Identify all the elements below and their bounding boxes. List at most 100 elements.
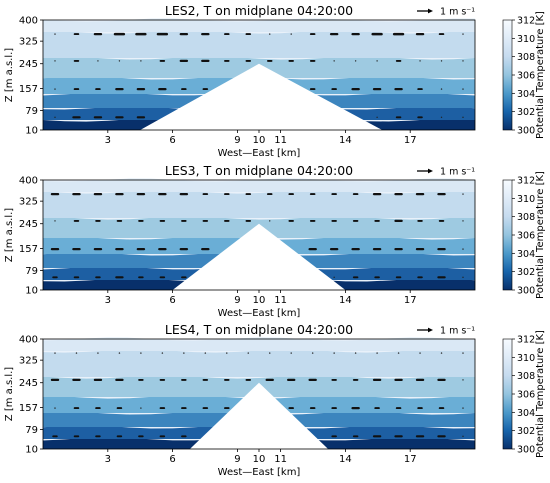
wind-arrow xyxy=(140,352,142,354)
contour-band xyxy=(43,18,475,32)
contour-band xyxy=(43,30,475,58)
wind-arrow xyxy=(419,352,421,354)
colorbar xyxy=(502,338,513,450)
wind-arrow xyxy=(440,352,443,354)
colorbar-tick-label: 310 xyxy=(517,353,535,364)
y-axis-label: Z [m a.s.l.] xyxy=(4,367,15,422)
colorbar-tick-label: 306 xyxy=(517,71,535,82)
x-tick-label: 9 xyxy=(234,135,240,146)
colorbar-tick-label: 306 xyxy=(517,231,535,242)
y-tick-label: 245 xyxy=(19,219,38,230)
contour-band xyxy=(43,349,475,377)
wind-arrow xyxy=(462,193,464,195)
x-tick-label: 10 xyxy=(253,135,266,146)
x-axis-label: West—East [km] xyxy=(218,148,301,159)
terrain xyxy=(172,223,346,290)
contour-band xyxy=(43,190,475,218)
x-tick-label: 14 xyxy=(339,135,352,146)
colorbar-tick-label: 310 xyxy=(517,194,535,205)
wind-arrow xyxy=(97,352,99,354)
colorbar xyxy=(502,179,513,291)
colorbar-tick-label: 308 xyxy=(517,371,535,382)
x-tick-label: 9 xyxy=(234,454,240,465)
panel-3: LES4, T on midplane 04:20:00 1 m s⁻¹ 10 79 1… xyxy=(4,322,546,478)
wind-arrow xyxy=(75,352,78,354)
colorbar-tick-label: 300 xyxy=(517,286,535,297)
y-tick-label: 157 xyxy=(19,244,38,255)
terrain xyxy=(140,63,383,130)
colorbar-tick-label: 312 xyxy=(517,335,535,346)
contour-band xyxy=(43,178,475,192)
wind-arrow xyxy=(462,435,464,438)
chart-title: LES3, T on midplane 04:20:00 xyxy=(165,163,353,178)
colorbar-tick-label: 308 xyxy=(517,212,535,223)
wind-arrow xyxy=(462,379,464,381)
y-tick-label: 325 xyxy=(19,37,38,48)
x-tick-label: 9 xyxy=(234,295,240,306)
quiver-key-label: 1 m s⁻¹ xyxy=(440,167,475,178)
wind-arrow xyxy=(269,220,271,222)
wind-arrow xyxy=(376,116,378,119)
y-tick-label: 245 xyxy=(19,378,38,389)
y-tick-label: 325 xyxy=(19,197,38,208)
x-tick-label: 14 xyxy=(339,454,352,465)
wind-arrow xyxy=(462,352,464,354)
colorbar-tick-label: 306 xyxy=(517,390,535,401)
wind-arrow xyxy=(462,248,464,250)
wind-arrow xyxy=(118,352,121,354)
x-tick-label: 17 xyxy=(404,454,417,465)
wind-arrow xyxy=(290,352,292,354)
colorbar-tick-label: 310 xyxy=(517,34,535,45)
wind-arrow xyxy=(376,352,378,354)
wind-arrow xyxy=(462,220,464,222)
y-tick-label: 325 xyxy=(19,356,38,367)
wind-arrow xyxy=(462,33,464,35)
y-tick-label: 10 xyxy=(25,286,38,297)
contour-band xyxy=(43,337,475,351)
wind-arrow xyxy=(54,116,56,119)
wind-arrow xyxy=(54,60,56,62)
x-tick-label: 11 xyxy=(274,295,287,306)
wind-arrow xyxy=(54,407,56,409)
quiver-key-label: 1 m s⁻¹ xyxy=(440,326,475,337)
y-tick-label: 79 xyxy=(25,266,38,277)
wind-arrow xyxy=(97,60,99,62)
wind-arrow xyxy=(440,60,443,62)
wind-arrow xyxy=(397,352,400,354)
wind-arrow xyxy=(269,352,271,354)
chart-title: LES4, T on midplane 04:20:00 xyxy=(165,322,353,337)
x-tick-label: 10 xyxy=(253,295,266,306)
wind-arrow xyxy=(247,352,249,354)
x-tick-label: 6 xyxy=(169,295,175,306)
y-tick-label: 10 xyxy=(25,126,38,137)
x-tick-label: 17 xyxy=(404,295,417,306)
wind-arrow xyxy=(269,33,271,35)
colorbar-label: Potential Temperature [K] xyxy=(535,330,546,458)
x-tick-label: 3 xyxy=(105,454,111,465)
wind-arrow xyxy=(419,60,421,62)
colorbar-tick-label: 302 xyxy=(517,267,535,278)
colorbar-tick-label: 304 xyxy=(517,89,535,100)
y-tick-label: 79 xyxy=(25,425,38,436)
wind-arrow xyxy=(183,352,185,354)
wind-arrow xyxy=(376,60,378,62)
quiver-key-arrow-head xyxy=(428,327,433,333)
x-tick-label: 10 xyxy=(253,454,266,465)
wind-arrow xyxy=(54,352,56,354)
wind-arrow xyxy=(462,116,464,119)
wind-arrow xyxy=(161,352,164,354)
wind-arrow xyxy=(333,276,335,279)
terrain xyxy=(189,382,329,449)
wind-arrow xyxy=(140,60,142,62)
x-tick-label: 3 xyxy=(105,135,111,146)
wind-arrow xyxy=(462,60,464,62)
colorbar-tick-label: 308 xyxy=(517,52,535,63)
y-axis-label: Z [m a.s.l.] xyxy=(4,48,15,103)
x-tick-label: 17 xyxy=(404,135,417,146)
colorbar-tick-label: 312 xyxy=(517,16,535,27)
y-tick-label: 400 xyxy=(19,176,38,187)
y-tick-label: 157 xyxy=(19,84,38,95)
wind-arrow xyxy=(462,407,464,409)
quiver-key-arrow-head xyxy=(428,168,433,174)
